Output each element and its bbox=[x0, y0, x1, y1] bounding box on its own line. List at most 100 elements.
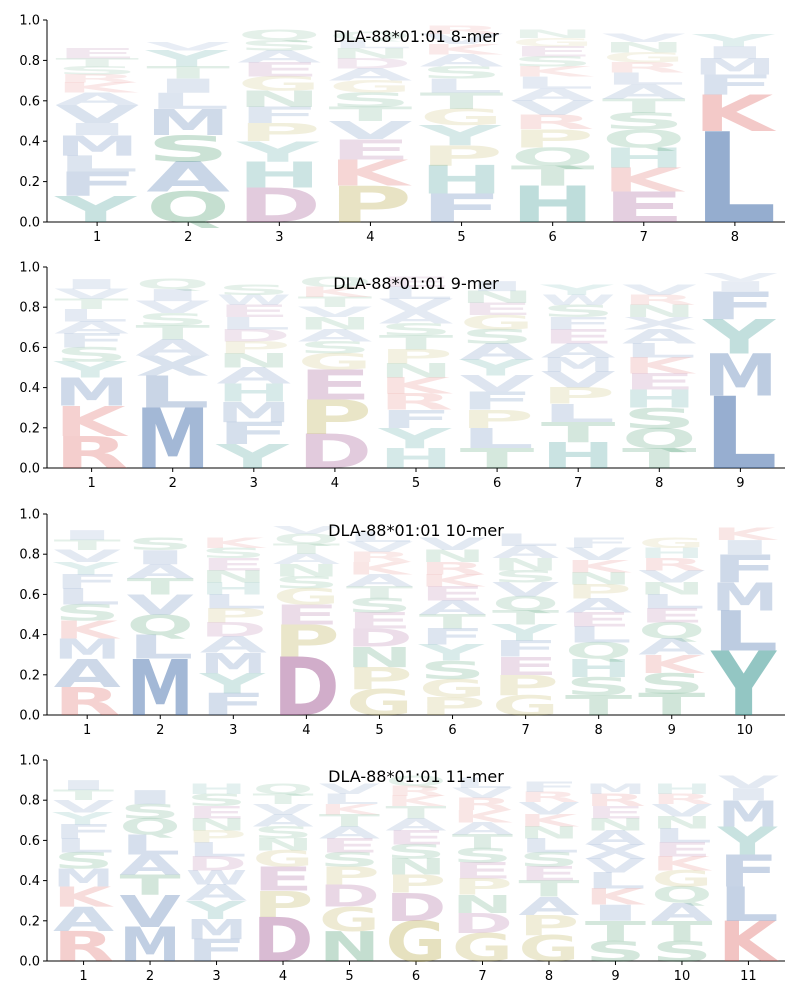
logo-letter-p: P bbox=[492, 669, 559, 701]
x-tick-label: 3 bbox=[275, 230, 283, 245]
logo-letter-y: Y bbox=[53, 357, 128, 383]
x-tick-label: 4 bbox=[279, 969, 287, 984]
logo-panel-3: 0.00.20.40.60.81.01RAMKSLFYVTI2MLQVTAIS3… bbox=[19, 508, 785, 738]
logo-letter-e: E bbox=[200, 555, 267, 574]
logo-letter-q: Q bbox=[119, 814, 180, 840]
logo-letter-y: Y bbox=[54, 189, 137, 231]
y-tick-label: 0.6 bbox=[19, 341, 40, 356]
logo-letter-i: I bbox=[460, 278, 535, 294]
logo-letter-s: S bbox=[200, 545, 267, 561]
logo-letter-g: G bbox=[319, 900, 380, 938]
logo-letter-r: R bbox=[379, 389, 454, 415]
logo-letter-q: Q bbox=[329, 30, 413, 43]
logo-letter-f: F bbox=[565, 535, 632, 551]
logo-letter-n: N bbox=[622, 302, 697, 321]
logo-letter-t: T bbox=[565, 690, 632, 722]
logo-letter-l: L bbox=[518, 835, 579, 857]
logo-letter-f: F bbox=[379, 405, 454, 434]
logo-letter-f: F bbox=[237, 102, 321, 128]
logo-letter-a: A bbox=[638, 634, 705, 660]
logo-letter-y: Y bbox=[710, 634, 778, 736]
logo-letter-s: S bbox=[492, 567, 559, 586]
logo-letter-g: G bbox=[638, 536, 705, 552]
logo-letter-q: Q bbox=[237, 27, 321, 43]
logo-letter-y: Y bbox=[418, 120, 502, 152]
y-tick-label: 1.0 bbox=[19, 754, 40, 769]
logo-letter-s: S bbox=[54, 344, 129, 367]
x-tick-label: 2 bbox=[184, 230, 192, 245]
logo-letter-e: E bbox=[452, 858, 513, 884]
x-tick-label: 6 bbox=[493, 476, 501, 491]
logo-letter-n: N bbox=[319, 923, 380, 971]
logo-letter-p: P bbox=[216, 338, 291, 357]
logo-letter-s: S bbox=[460, 326, 535, 349]
logo-letter-g: G bbox=[518, 928, 579, 970]
logo-letter-k: K bbox=[638, 650, 706, 679]
logo-letter-v: V bbox=[53, 797, 114, 816]
logo-letter-s: S bbox=[55, 64, 139, 77]
logo-letter-a: A bbox=[146, 154, 231, 202]
logo-letter-k: K bbox=[379, 373, 453, 399]
logo-letter-i: I bbox=[693, 43, 777, 62]
logo-letter-t: T bbox=[622, 442, 697, 474]
logo-letter-a: A bbox=[237, 47, 321, 66]
logo-letter-l: L bbox=[602, 69, 686, 88]
logo-letter-v: V bbox=[319, 782, 380, 798]
logo-letter-h: H bbox=[216, 379, 291, 408]
logo-letter-m: M bbox=[55, 130, 139, 162]
logo-letter-r: R bbox=[54, 427, 129, 479]
logo-letter-a: A bbox=[379, 308, 454, 327]
logo-letter-a: A bbox=[298, 326, 373, 345]
logo-letter-l: L bbox=[329, 38, 413, 51]
logo-letter-r: R bbox=[385, 784, 446, 800]
y-tick-label: 0.6 bbox=[19, 94, 40, 109]
logo-letter-m: M bbox=[693, 54, 777, 80]
logo-letter-t: T bbox=[329, 103, 413, 126]
logo-letter-v: V bbox=[565, 545, 633, 564]
logo-letter-n: N bbox=[237, 87, 321, 113]
logo-letter-v: V bbox=[420, 32, 504, 48]
logo-letter-m: M bbox=[541, 354, 616, 377]
logo-letter-a: A bbox=[119, 849, 180, 881]
logo-letter-m: M bbox=[216, 397, 291, 429]
y-tick-label: 0.4 bbox=[19, 381, 40, 396]
logo-letter-a: A bbox=[420, 51, 504, 70]
logo-letter-s: S bbox=[216, 282, 291, 298]
logo-letter-v: V bbox=[346, 539, 413, 555]
x-tick-label: 7 bbox=[478, 969, 486, 984]
y-tick-label: 0.2 bbox=[19, 668, 40, 683]
logo-letter-h: H bbox=[651, 782, 712, 798]
logo-letter-e: E bbox=[385, 827, 446, 849]
x-tick-label: 8 bbox=[595, 723, 603, 738]
logo-letter-l: L bbox=[492, 531, 559, 550]
logo-letter-n: N bbox=[329, 46, 413, 62]
y-tick-label: 0.4 bbox=[19, 874, 40, 889]
logo-letter-l: L bbox=[711, 600, 778, 664]
logo-letter-q: Q bbox=[511, 142, 595, 171]
logo-letter-h: H bbox=[379, 443, 454, 475]
panel-title: DLA-88*01:01 8-mer bbox=[333, 27, 499, 46]
logo-letter-p: P bbox=[379, 346, 454, 368]
logo-letter-m: M bbox=[200, 648, 267, 680]
y-tick-label: 1.0 bbox=[19, 508, 40, 523]
logo-letter-k: K bbox=[602, 161, 685, 199]
logo-letter-i: I bbox=[585, 900, 646, 926]
logo-letter-t: T bbox=[638, 687, 706, 722]
logo-letter-e: E bbox=[651, 839, 712, 861]
x-tick-label: 6 bbox=[412, 969, 420, 984]
x-tick-label: 7 bbox=[640, 230, 648, 245]
logo-letter-s: S bbox=[518, 849, 579, 872]
logo-letter-t: T bbox=[119, 869, 180, 901]
logo-letter-a: A bbox=[273, 551, 340, 567]
logo-letter-f: F bbox=[53, 821, 114, 843]
logo-letter-e: E bbox=[585, 803, 646, 822]
logo-letter-w: W bbox=[541, 292, 616, 308]
logo-letter-d: D bbox=[216, 326, 291, 345]
logo-letter-m: M bbox=[585, 781, 646, 797]
logo-letter-t: T bbox=[127, 574, 195, 600]
logo-letter-k: K bbox=[585, 885, 646, 911]
logo-letter-v: V bbox=[460, 371, 535, 397]
logo-letter-a: A bbox=[452, 819, 513, 838]
logo-letter-l: L bbox=[54, 306, 129, 325]
logo-letter-n: N bbox=[186, 815, 247, 834]
